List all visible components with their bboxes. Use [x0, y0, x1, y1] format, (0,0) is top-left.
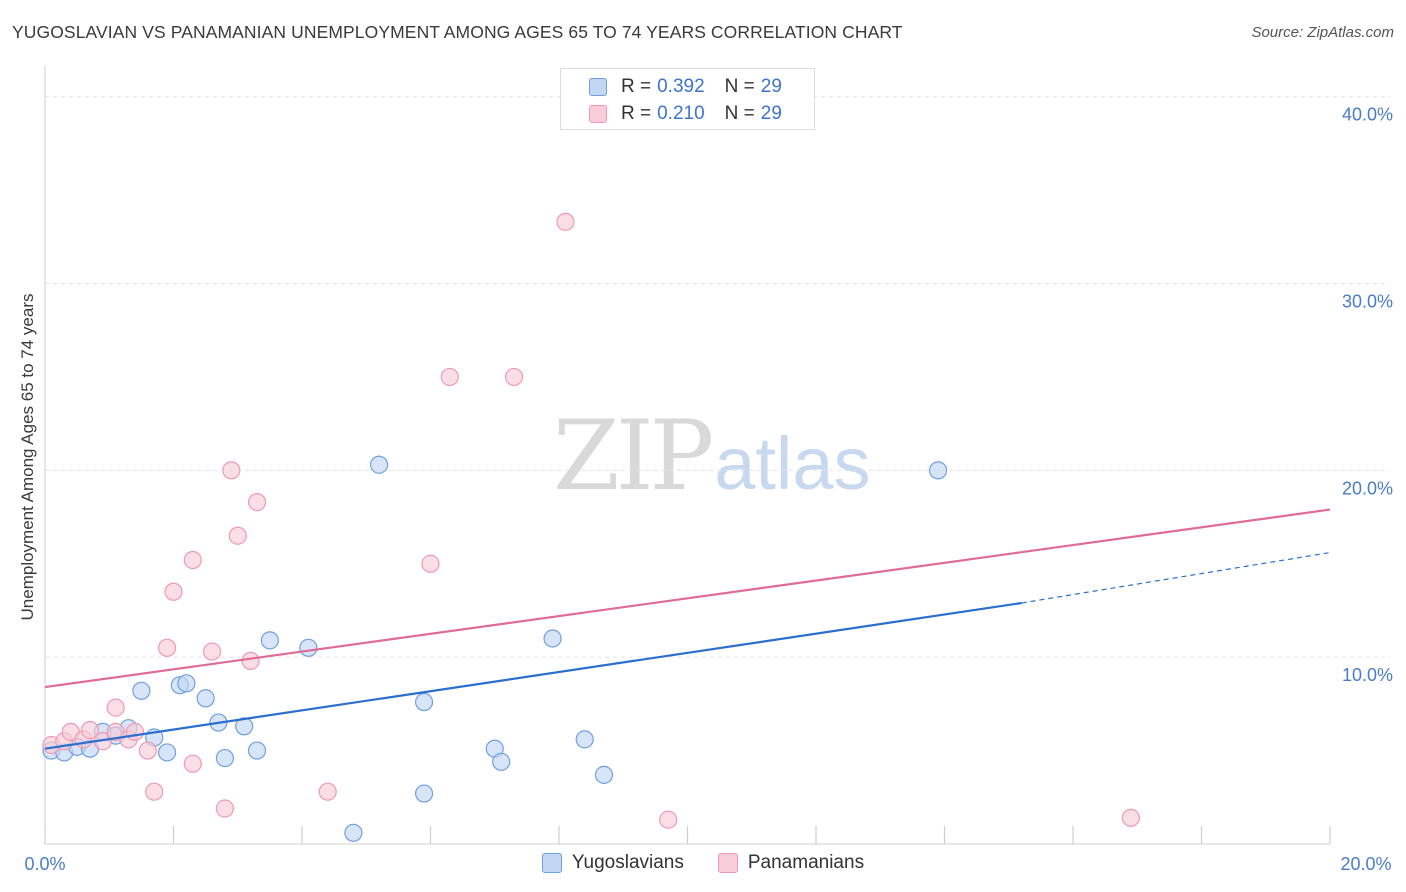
- yugoslavian-point: [344, 823, 363, 842]
- series-swatch-blue: [541, 853, 562, 873]
- legend-row-yugoslavians: R = 0.392 N = 29: [589, 75, 782, 99]
- legend-swatch-blue: [589, 78, 607, 96]
- legend-r-value: 0.392: [657, 76, 705, 97]
- y-tick-label: 30.0%: [1342, 292, 1393, 312]
- y-tick-label: 10.0%: [1342, 665, 1393, 685]
- panamanian-point: [164, 582, 183, 601]
- panamanian-point: [215, 799, 234, 818]
- panamanian-point: [440, 367, 459, 387]
- yugoslavian-point: [414, 784, 434, 803]
- panamanian-point: [183, 754, 202, 773]
- panamanian-point: [125, 722, 145, 742]
- y-tick-label: 40.0%: [1342, 105, 1393, 125]
- yugoslavian-point: [177, 674, 196, 693]
- yugoslavian-point: [414, 692, 434, 712]
- series-name: Panamanians: [747, 852, 865, 873]
- chart-source: Source: ZipAtlas.com: [1251, 24, 1394, 41]
- legend-n-value: 29: [760, 76, 782, 97]
- yugoslavian-point: [928, 461, 948, 480]
- yugoslavian-point: [196, 689, 215, 708]
- panamanian-point: [247, 493, 267, 512]
- x-tick-label: 0.0%: [24, 854, 65, 874]
- yugoslavian-point: [594, 765, 614, 784]
- legend-n-value: 29: [760, 103, 782, 124]
- panamanian-point: [659, 810, 678, 829]
- legend-r-value: 0.210: [657, 103, 705, 124]
- panamanian-point: [183, 550, 202, 570]
- yugoslavian-point: [543, 629, 562, 648]
- panamanian-point: [421, 554, 440, 573]
- panamanian-point: [241, 651, 260, 671]
- panamanian-point: [202, 642, 222, 661]
- legend-r-label: R =: [621, 76, 652, 97]
- legend-row-panamanians: R = 0.210 N = 29: [589, 102, 782, 126]
- watermark: ZIPatlas: [553, 400, 871, 512]
- legend-n-label: N =: [724, 76, 755, 97]
- yugoslavian-trend-extension: [1021, 551, 1331, 604]
- panamanian-point: [504, 367, 524, 387]
- yugoslavian-point: [247, 741, 267, 760]
- panamanian-point: [222, 461, 241, 480]
- yugoslavian-point: [157, 743, 177, 762]
- series-name: Yugoslavians: [571, 852, 684, 873]
- yugoslavian-point: [299, 638, 318, 657]
- chart-title: YUGOSLAVIAN VS PANAMANIAN UNEMPLOYMENT A…: [12, 22, 903, 42]
- yugoslavian-point: [370, 455, 389, 474]
- panamanian-point: [106, 698, 125, 717]
- legend-swatch-pink: [589, 105, 607, 123]
- yugoslavian-point: [492, 752, 511, 771]
- correlation-legend: R = 0.392 N = 29 R = 0.210 N = 29: [560, 68, 815, 130]
- watermark-atlas: atlas: [714, 422, 871, 505]
- yugoslavian-point: [132, 681, 151, 700]
- panamanian-trend-line: [44, 508, 1331, 689]
- watermark-zip: ZIP: [553, 400, 714, 512]
- panamanian-point: [145, 782, 164, 801]
- panamanian-point: [556, 212, 575, 231]
- yugoslavian-point: [215, 748, 234, 768]
- legend-n-label: N =: [724, 103, 755, 124]
- panamanian-point: [138, 741, 157, 760]
- series-legend: Yugoslavians Panamanians: [0, 852, 1406, 874]
- panamanian-point: [80, 720, 100, 740]
- panamanian-point: [318, 782, 337, 801]
- yugoslavian-trend-line: [44, 601, 1022, 750]
- panamanian-point: [228, 526, 247, 545]
- y-tick-label: 20.0%: [1342, 478, 1393, 498]
- legend-r-label: R =: [621, 103, 652, 124]
- yugoslavian-point: [235, 717, 254, 736]
- x-tick-label: 20.0%: [1340, 854, 1391, 874]
- yugoslavian-point: [575, 730, 594, 749]
- series-legend-panamanians: Panamanians: [717, 852, 865, 874]
- series-legend-yugoslavians: Yugoslavians: [541, 852, 684, 874]
- series-swatch-pink: [717, 853, 738, 873]
- panamanian-point: [1121, 808, 1140, 827]
- panamanian-point: [157, 638, 177, 657]
- yugoslavian-point: [260, 631, 279, 650]
